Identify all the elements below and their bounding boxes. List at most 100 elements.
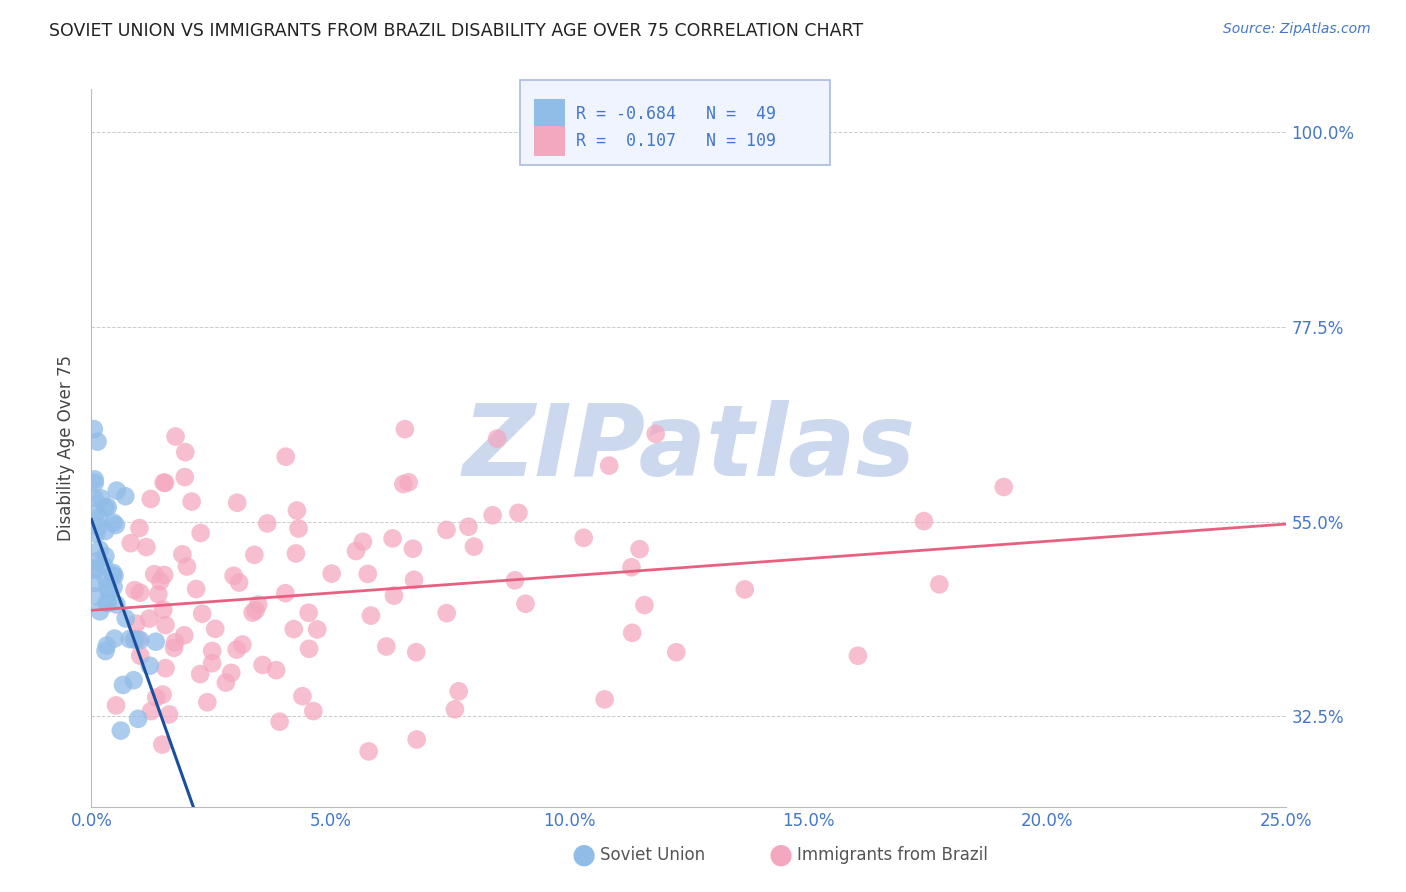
Point [633,598,655,612]
Point [256,516,278,531]
Point [274,586,297,600]
Point [83,475,105,490]
Text: R = -0.684   N =  49: R = -0.684 N = 49 [576,105,776,123]
Point [104,518,127,533]
Point [129,648,152,663]
Point [157,707,180,722]
Point [94,500,117,515]
Point [734,582,756,597]
Point [195,695,218,709]
Point [436,523,458,537]
Point [84,575,107,590]
Point [97,596,120,610]
Point [86,434,108,449]
Point [204,622,226,636]
Point [138,611,160,625]
Point [201,657,224,671]
Point [226,496,249,510]
Point [398,475,420,490]
Point [139,704,162,718]
Point [155,618,177,632]
Point [628,542,651,557]
Point [444,702,467,716]
Point [231,638,253,652]
Point [90,491,112,506]
Point [96,572,118,586]
Point [402,541,425,556]
Point [150,738,173,752]
Text: Source: ZipAtlas.com: Source: ZipAtlas.com [1223,22,1371,37]
Point [201,644,224,658]
Point [381,532,404,546]
Point [912,514,935,528]
Point [447,684,470,698]
Point [153,475,176,490]
Point [94,549,117,564]
Point [163,635,186,649]
Point [96,596,118,610]
Point [84,526,107,541]
Point [122,673,145,688]
Point [135,540,157,554]
Point [186,582,208,596]
Point [152,475,174,490]
Point [84,589,107,603]
Point [190,526,212,541]
Point [620,560,643,574]
Point [222,568,245,582]
Point [89,542,111,557]
Point [572,531,595,545]
Point [515,597,537,611]
Point [172,547,194,561]
Point [87,519,110,533]
Text: Immigrants from Brazil: Immigrants from Brazil [797,846,988,863]
Point [101,568,124,582]
Text: ●: ● [571,840,596,869]
Point [846,648,869,663]
Point [128,521,150,535]
Point [382,589,405,603]
Point [120,536,142,550]
Point [105,483,128,498]
Point [127,712,149,726]
Point [481,508,503,523]
Point [188,667,211,681]
Point [644,426,666,441]
Point [436,606,458,620]
Point [321,566,343,581]
Point [392,477,415,491]
Point [173,628,195,642]
Point [225,642,247,657]
Point [152,688,174,702]
Point [191,607,214,621]
Point [285,503,308,517]
Point [139,491,162,506]
Point [993,480,1015,494]
Point [152,603,174,617]
Point [83,491,105,505]
Point [928,577,950,591]
Point [284,546,307,560]
Point [145,634,167,648]
Y-axis label: Disability Age Over 75: Disability Age Over 75 [58,355,76,541]
Point [118,632,141,646]
Point [463,540,485,554]
Point [93,558,115,573]
Point [405,732,427,747]
Text: SOVIET UNION VS IMMIGRANTS FROM BRAZIL DISABILITY AGE OVER 75 CORRELATION CHART: SOVIET UNION VS IMMIGRANTS FROM BRAZIL D… [49,22,863,40]
Point [357,566,380,581]
Point [242,606,264,620]
Point [165,429,187,443]
Point [155,661,177,675]
Point [163,640,186,655]
Point [111,678,134,692]
Point [593,692,616,706]
Point [394,422,416,436]
Point [114,611,136,625]
Point [153,568,176,582]
Point [96,639,118,653]
Point [97,500,120,515]
Point [149,574,172,589]
Point [174,445,197,459]
Point [89,604,111,618]
